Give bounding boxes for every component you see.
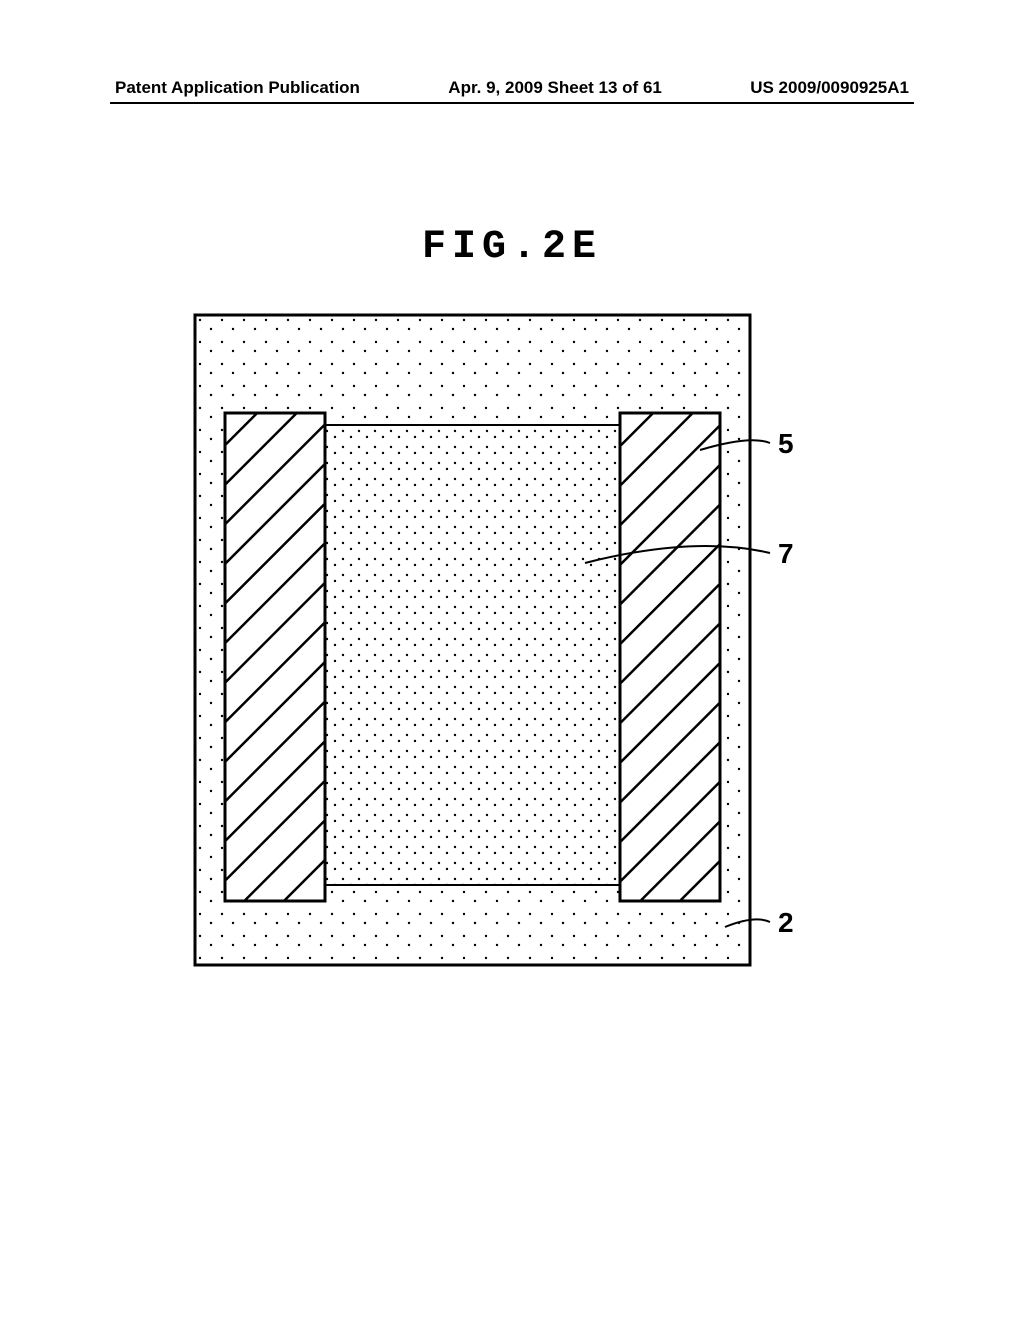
region-5-right xyxy=(620,413,720,901)
header-rule xyxy=(110,102,914,104)
figure-title: FIG.2E xyxy=(0,225,1024,270)
ref-label-2: 2 xyxy=(778,907,794,939)
patent-diagram xyxy=(195,315,750,965)
header-center: Apr. 9, 2009 Sheet 13 of 61 xyxy=(448,78,662,98)
header-left: Patent Application Publication xyxy=(115,78,360,98)
ref-label-5: 5 xyxy=(778,428,794,460)
page-header: Patent Application Publication Apr. 9, 2… xyxy=(0,78,1024,98)
region-5-left xyxy=(225,413,325,901)
ref-label-7: 7 xyxy=(778,538,794,570)
header-right: US 2009/0090925A1 xyxy=(750,78,909,98)
region-7 xyxy=(325,425,620,885)
